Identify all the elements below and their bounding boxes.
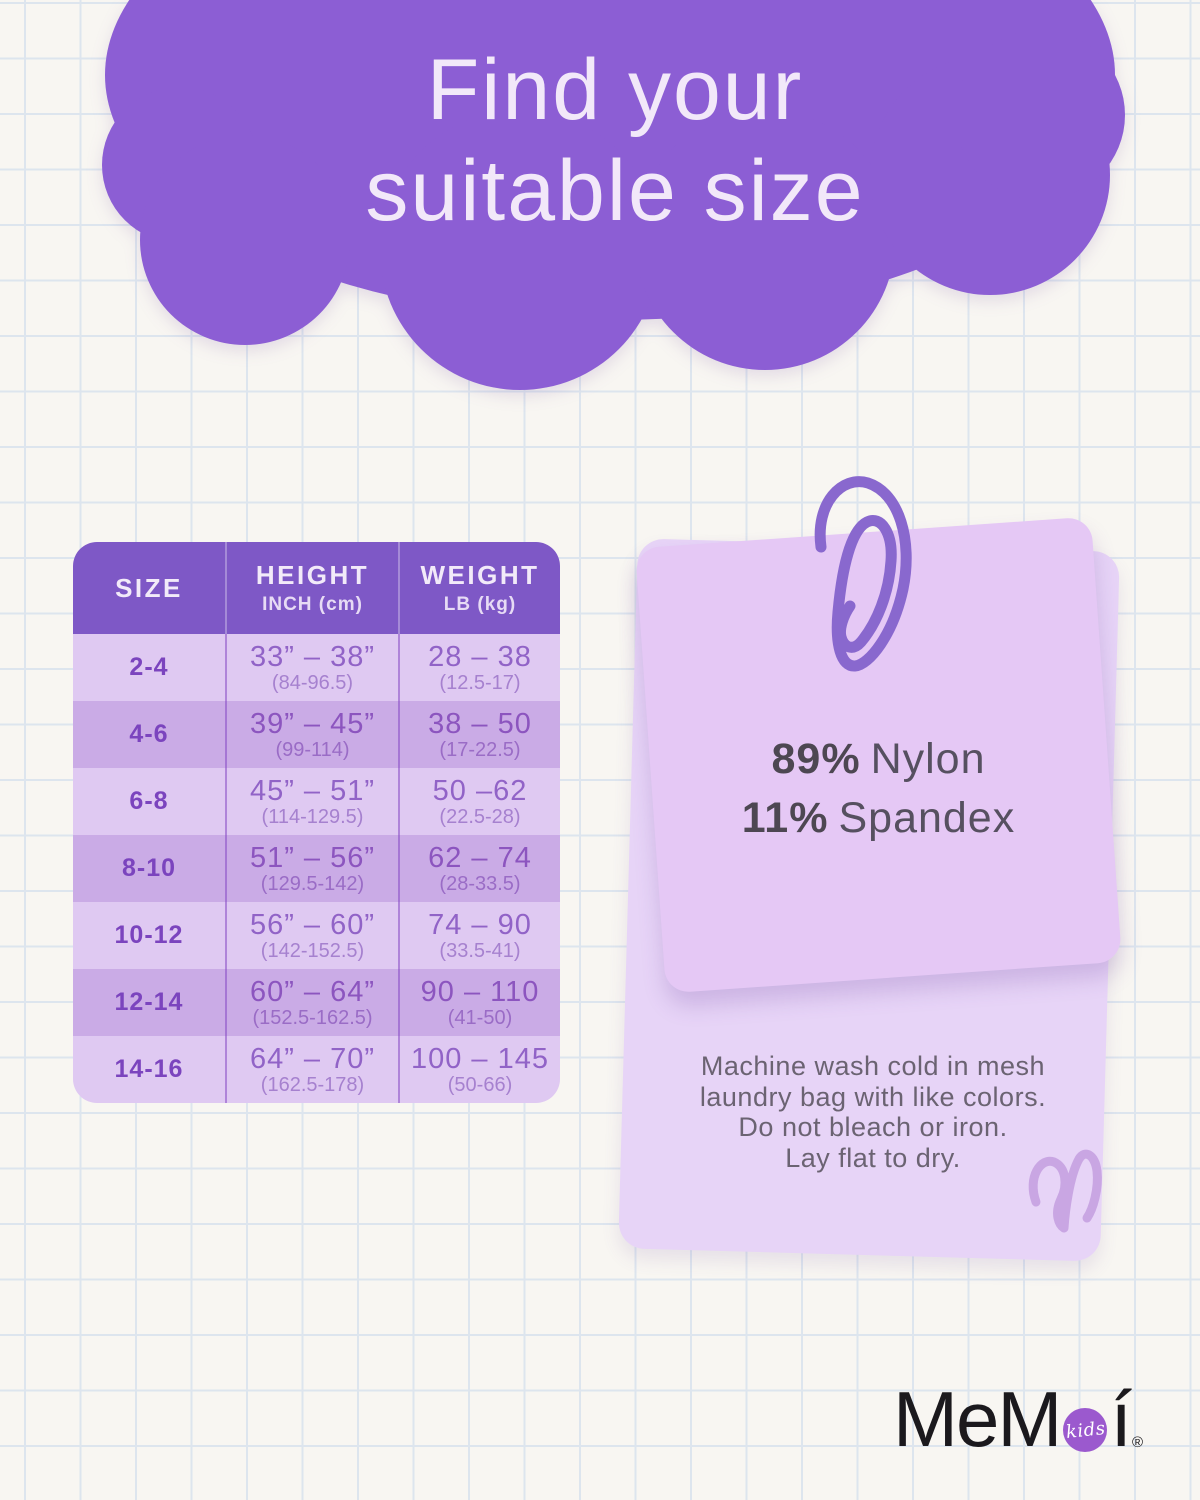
column-header-label: SIZE — [115, 572, 183, 603]
size-table: SIZE HEIGHT INCH (cm) WEIGHT LB (kg) 2-4… — [73, 542, 560, 1103]
size-table-header-row: SIZE HEIGHT INCH (cm) WEIGHT LB (kg) — [73, 542, 560, 634]
composition-material: Nylon — [870, 735, 986, 783]
weight-cell: 38 – 50 (17-22.5) — [398, 701, 560, 768]
weight-lb: 62 – 74 — [428, 841, 532, 874]
weight-lb: 74 – 90 — [428, 908, 532, 941]
weight-cell: 100 – 145 (50-66) — [398, 1036, 560, 1103]
weight-cell: 74 – 90 (33.5-41) — [398, 902, 560, 969]
column-header-label: WEIGHT — [420, 560, 540, 590]
composition-percent: 89% — [771, 735, 861, 783]
height-cell: 33” – 38” (84-96.5) — [225, 634, 398, 701]
logo-text-i: í — [1110, 1375, 1132, 1463]
kids-badge: kids — [1063, 1408, 1108, 1452]
weight-kg: (28-33.5) — [439, 872, 521, 895]
table-row: 14-16 64” – 70” (162.5-178) 100 – 145 (5… — [73, 1036, 560, 1103]
height-cm: (99-114) — [275, 738, 350, 761]
care-line: Machine wash cold in mesh — [700, 1051, 1046, 1081]
height-cell: 64” – 70” (162.5-178) — [225, 1036, 398, 1103]
column-header-label: HEIGHT — [255, 560, 370, 590]
composition-percent: 11% — [741, 794, 829, 842]
weight-kg: (33.5-41) — [439, 939, 521, 962]
care-line: Do not bleach or iron. — [738, 1112, 1008, 1142]
height-cm: (152.5-162.5) — [252, 1006, 373, 1029]
weight-kg: (41-50) — [447, 1006, 513, 1029]
column-header-size: SIZE — [73, 542, 225, 634]
weight-kg: (12.5-17) — [439, 671, 521, 694]
kids-badge-label: kids — [1064, 1417, 1107, 1443]
height-inches: 56” – 60” — [249, 908, 376, 941]
composition-material: Spandex — [838, 794, 1016, 842]
heart-doodle-icon — [1028, 1149, 1102, 1233]
weight-kg: (22.5-28) — [439, 805, 521, 828]
memoi-kids-logo: MeM kids í ® — [893, 1375, 1144, 1463]
height-cell: 39” – 45” (99-114) — [225, 701, 398, 768]
height-inches: 51” – 56” — [249, 841, 376, 874]
table-row: 4-6 39” – 45” (99-114) 38 – 50 (17-22.5) — [73, 701, 560, 768]
care-line: Lay flat to dry. — [785, 1142, 961, 1173]
weight-lb: 90 – 110 — [420, 975, 540, 1008]
height-cell: 51” – 56” (129.5-142) — [225, 835, 398, 902]
weight-lb: 50 –62 — [432, 774, 528, 807]
column-header-sublabel: INCH (cm) — [262, 594, 363, 615]
composition-line: 89% Nylon — [650, 730, 1107, 789]
table-row: 6-8 45” – 51” (114-129.5) 50 –62 (22.5-2… — [73, 768, 560, 835]
title-line2: suitable size — [365, 143, 865, 239]
care-instructions: Machine wash cold in mesh laundry bag wi… — [638, 1051, 1108, 1173]
column-header-height: HEIGHT INCH (cm) — [225, 542, 398, 634]
weight-kg: (50-66) — [447, 1073, 513, 1096]
weight-lb: 38 – 50 — [428, 707, 532, 740]
size-value: 4-6 — [129, 720, 169, 748]
table-row: 10-12 56” – 60” (142-152.5) 74 – 90 (33.… — [73, 902, 560, 969]
height-cm: (162.5-178) — [260, 1073, 365, 1096]
height-inches: 45” – 51” — [249, 774, 376, 807]
size-value: 14-16 — [114, 1055, 184, 1083]
cloud-shape — [102, 0, 1125, 390]
height-cell: 60” – 64” (152.5-162.5) — [225, 969, 398, 1036]
weight-cell: 62 – 74 (28-33.5) — [398, 835, 560, 902]
height-cell: 45” – 51” (114-129.5) — [225, 768, 398, 835]
height-inches: 64” – 70” — [249, 1042, 376, 1075]
title-line1: Find your — [426, 42, 804, 138]
weight-cell: 50 –62 (22.5-28) — [398, 768, 560, 835]
height-cm: (114-129.5) — [261, 805, 364, 828]
page-title: Find your suitable size — [0, 40, 1200, 242]
table-row: 12-14 60” – 64” (152.5-162.5) 90 – 110 (… — [73, 969, 560, 1036]
height-cm: (142-152.5) — [260, 939, 365, 962]
weight-kg: (17-22.5) — [439, 738, 521, 761]
height-inches: 33” – 38” — [249, 640, 376, 673]
height-cm: (84-96.5) — [271, 671, 354, 694]
height-inches: 60” – 64” — [249, 975, 376, 1008]
height-inches: 39” – 45” — [249, 707, 376, 740]
height-cell: 56” – 60” (142-152.5) — [225, 902, 398, 969]
height-cm: (129.5-142) — [260, 872, 365, 895]
size-value: 6-8 — [129, 787, 169, 815]
size-value: 10-12 — [114, 921, 184, 949]
composition-line: 11% Spandex — [650, 789, 1107, 848]
size-value: 12-14 — [114, 988, 184, 1016]
care-line: laundry bag with like colors. — [699, 1081, 1047, 1112]
weight-cell: 28 – 38 (12.5-17) — [398, 634, 560, 701]
logo-text-mem: MeM — [893, 1375, 1062, 1463]
size-value: 2-4 — [129, 653, 169, 681]
column-header-weight: WEIGHT LB (kg) — [398, 542, 560, 634]
column-header-sublabel: LB (kg) — [443, 594, 517, 615]
fabric-composition: 89% Nylon 11% Spandex — [650, 730, 1107, 848]
weight-lb: 28 – 38 — [428, 640, 532, 673]
paperclip-icon — [814, 476, 912, 672]
table-row: 2-4 33” – 38” (84-96.5) 28 – 38 (12.5-17… — [73, 634, 560, 701]
registered-mark: ® — [1132, 1434, 1144, 1451]
table-row: 8-10 51” – 56” (129.5-142) 62 – 74 (28-3… — [73, 835, 560, 902]
weight-cell: 90 – 110 (41-50) — [398, 969, 560, 1036]
size-value: 8-10 — [121, 854, 177, 882]
weight-lb: 100 – 145 — [410, 1042, 549, 1075]
